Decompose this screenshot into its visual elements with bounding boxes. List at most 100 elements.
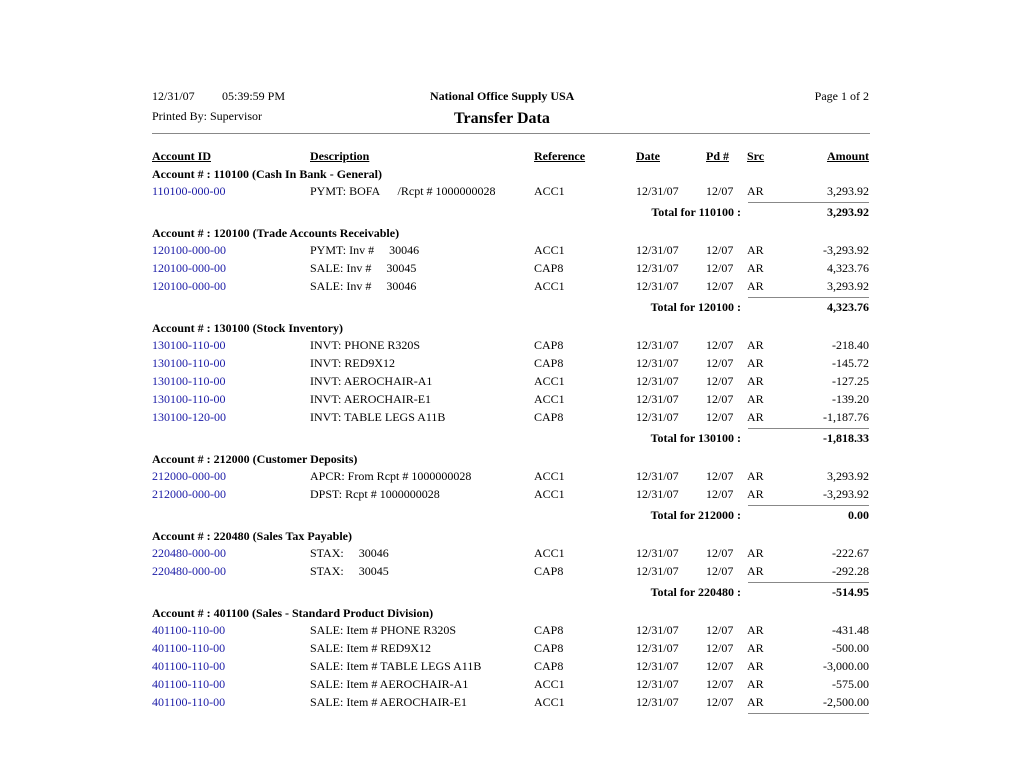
account-link[interactable]: 401100-110-00 xyxy=(152,695,226,709)
cell: -292.28 xyxy=(832,564,869,578)
total-label: Total for 220480 : xyxy=(650,585,741,599)
cell: DPST: Rcpt # 1000000028 xyxy=(310,487,440,501)
cell: 12/31/07 xyxy=(636,243,679,257)
account-link[interactable]: 401100-110-00 xyxy=(152,677,226,691)
account-link[interactable]: 130100-110-00 xyxy=(152,338,226,352)
cell: 12/07 xyxy=(706,184,734,198)
cell: -127.25 xyxy=(832,374,869,388)
total-amount: 0.00 xyxy=(848,508,869,522)
cell: -500.00 xyxy=(832,641,869,655)
column-header: Amount xyxy=(826,149,869,163)
page-number: Page 1 of 2 xyxy=(814,89,869,103)
account-link[interactable]: 401100-110-00 xyxy=(152,659,226,673)
cell: SALE: Item # AEROCHAIR-E1 xyxy=(310,695,467,709)
total-amount: 4,323.76 xyxy=(827,300,869,314)
cell: 12/31/07 xyxy=(636,356,679,370)
cell: -3,293.92 xyxy=(823,487,869,501)
cell: 4,323.76 xyxy=(827,261,869,275)
header-rule xyxy=(152,133,870,134)
cell: INVT: AEROCHAIR-A1 xyxy=(310,374,433,388)
cell: ACC1 xyxy=(534,392,565,406)
cell: ACC1 xyxy=(534,374,565,388)
account-link[interactable]: 120100-000-00 xyxy=(152,279,226,293)
cell: AR xyxy=(747,695,764,709)
account-link[interactable]: 212000-000-00 xyxy=(152,469,226,483)
cell: CAP8 xyxy=(534,410,564,424)
account-link[interactable]: 120100-000-00 xyxy=(152,243,226,257)
account-link[interactable]: 110100-000-00 xyxy=(152,184,226,198)
column-header: Reference xyxy=(534,149,586,163)
cell: CAP8 xyxy=(534,623,564,637)
column-header: Description xyxy=(310,149,370,163)
cell: APCR: From Rcpt # 1000000028 xyxy=(310,469,472,483)
cell: 12/07 xyxy=(706,243,734,257)
account-link[interactable]: 130100-110-00 xyxy=(152,392,226,406)
cell: CAP8 xyxy=(534,564,564,578)
cell: CAP8 xyxy=(534,338,564,352)
cell: PYMT: BOFA /Rcpt # 1000000028 xyxy=(310,184,496,198)
cell: AR xyxy=(747,623,764,637)
cell: AR xyxy=(747,392,764,406)
cell: -145.72 xyxy=(832,356,869,370)
cell: INVT: RED9X12 xyxy=(310,356,396,370)
cell: ACC1 xyxy=(534,469,565,483)
cell: INVT: PHONE R320S xyxy=(310,338,421,352)
company-name: National Office Supply USA xyxy=(430,89,575,103)
total-rule xyxy=(748,428,869,429)
account-link[interactable]: 220480-000-00 xyxy=(152,564,226,578)
account-link[interactable]: 130100-120-00 xyxy=(152,410,226,424)
cell: AR xyxy=(747,487,764,501)
cell: 12/07 xyxy=(706,659,734,673)
total-amount: -1,818.33 xyxy=(823,431,869,445)
account-link[interactable]: 401100-110-00 xyxy=(152,623,226,637)
cell: 12/07 xyxy=(706,623,734,637)
cell: -218.40 xyxy=(832,338,869,352)
cell: 3,293.92 xyxy=(827,279,869,293)
account-link[interactable]: 220480-000-00 xyxy=(152,546,226,560)
report-time: 05:39:59 PM xyxy=(222,89,286,103)
total-rule xyxy=(748,713,869,714)
cell: SALE: Inv # 30046 xyxy=(310,279,417,293)
cell: 12/31/07 xyxy=(636,659,679,673)
cell: AR xyxy=(747,338,764,352)
cell: -3,000.00 xyxy=(823,659,869,673)
cell: -222.67 xyxy=(832,546,869,560)
account-link[interactable]: 212000-000-00 xyxy=(152,487,226,501)
cell: -3,293.92 xyxy=(823,243,869,257)
cell: ACC1 xyxy=(534,243,565,257)
cell: 12/07 xyxy=(706,487,734,501)
cell: AR xyxy=(747,261,764,275)
account-link[interactable]: 401100-110-00 xyxy=(152,641,226,655)
cell: 12/07 xyxy=(706,338,734,352)
cell: 12/31/07 xyxy=(636,564,679,578)
cell: 3,293.92 xyxy=(827,469,869,483)
account-link[interactable]: 120100-000-00 xyxy=(152,261,226,275)
cell: ACC1 xyxy=(534,695,565,709)
cell: 12/31/07 xyxy=(636,184,679,198)
cell: 12/07 xyxy=(706,356,734,370)
group-heading: Account # : 120100 (Trade Accounts Recei… xyxy=(152,226,400,240)
cell: -575.00 xyxy=(832,677,869,691)
account-link[interactable]: 130100-110-00 xyxy=(152,356,226,370)
total-label: Total for 110100 : xyxy=(651,205,741,219)
cell: 12/31/07 xyxy=(636,410,679,424)
total-label: Total for 130100 : xyxy=(650,431,741,445)
cell: SALE: Item # TABLE LEGS A11B xyxy=(310,659,482,673)
cell: 12/07 xyxy=(706,374,734,388)
cell: INVT: AEROCHAIR-E1 xyxy=(310,392,432,406)
cell: PYMT: Inv # 30046 xyxy=(310,243,420,257)
cell: ACC1 xyxy=(534,487,565,501)
group-heading: Account # : 212000 (Customer Deposits) xyxy=(152,452,358,466)
total-rule xyxy=(748,202,869,203)
group-heading: Account # : 220480 (Sales Tax Payable) xyxy=(152,529,353,543)
cell: AR xyxy=(747,243,764,257)
cell: 12/31/07 xyxy=(636,623,679,637)
account-link[interactable]: 130100-110-00 xyxy=(152,374,226,388)
cell: 12/31/07 xyxy=(636,374,679,388)
cell: 12/07 xyxy=(706,469,734,483)
printed-by: Printed By: Supervisor xyxy=(152,109,262,123)
cell: AR xyxy=(747,659,764,673)
cell: AR xyxy=(747,546,764,560)
cell: CAP8 xyxy=(534,261,564,275)
